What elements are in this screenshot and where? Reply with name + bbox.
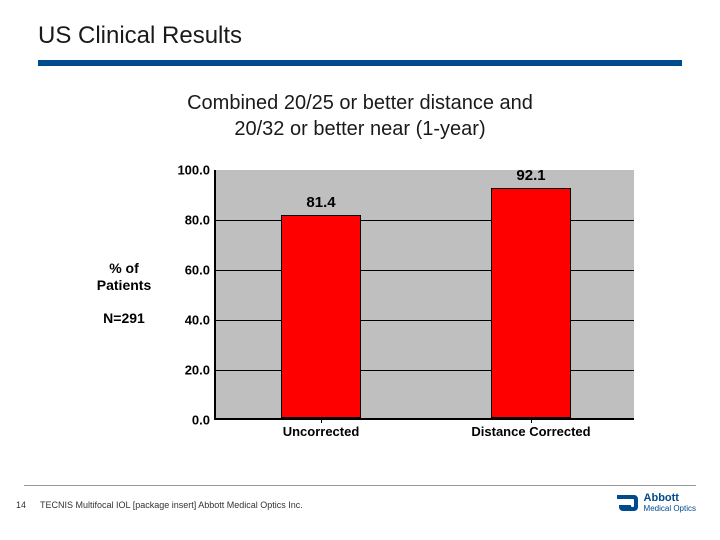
bar (281, 215, 361, 419)
gridline (216, 220, 634, 221)
title-underline (38, 60, 682, 66)
n-label: N=291 (84, 310, 164, 326)
ytick-label: 60.0 (185, 263, 210, 278)
xtick-mark (531, 418, 532, 423)
ytick-label: 100.0 (177, 163, 210, 178)
chart-area: % of Patients N=291 0.020.040.060.080.01… (84, 170, 644, 460)
yaxis-title: % of Patients (84, 260, 164, 294)
chart-title: Combined 20/25 or better distance and 20… (0, 90, 720, 142)
page-number: 14 (16, 500, 26, 510)
abbott-logo-mark (614, 493, 640, 513)
logo-text-l1: Abbott (644, 493, 696, 505)
footnote: TECNIS Multifocal IOL [package insert] A… (40, 500, 303, 510)
gridline (216, 270, 634, 271)
ytick-label: 20.0 (185, 363, 210, 378)
bar-value-label: 81.4 (306, 194, 335, 211)
xtick-mark (321, 418, 322, 423)
ytick-label: 80.0 (185, 213, 210, 228)
plot-area: 0.020.040.060.080.0100.081.4Uncorrected9… (214, 170, 634, 420)
gridline (216, 320, 634, 321)
ytick-label: 0.0 (192, 413, 210, 428)
yaxis-title-l2: Patients (97, 277, 151, 293)
footer-divider (24, 485, 696, 486)
xtick-label: Distance Corrected (471, 424, 590, 439)
slide-title: US Clinical Results (38, 22, 242, 50)
chart-title-line1: Combined 20/25 or better distance and (187, 92, 533, 114)
chart-title-line2: 20/32 or better near (1-year) (234, 118, 485, 140)
bar-value-label: 92.1 (516, 167, 545, 184)
abbott-logo-text: Abbott Medical Optics (644, 493, 696, 513)
bar (491, 188, 571, 418)
xtick-label: Uncorrected (283, 424, 360, 439)
logo-text-l2: Medical Optics (644, 505, 696, 513)
ytick-label: 40.0 (185, 313, 210, 328)
gridline (216, 370, 634, 371)
yaxis-title-l1: % of (109, 260, 139, 276)
abbott-logo: Abbott Medical Optics (614, 493, 696, 513)
